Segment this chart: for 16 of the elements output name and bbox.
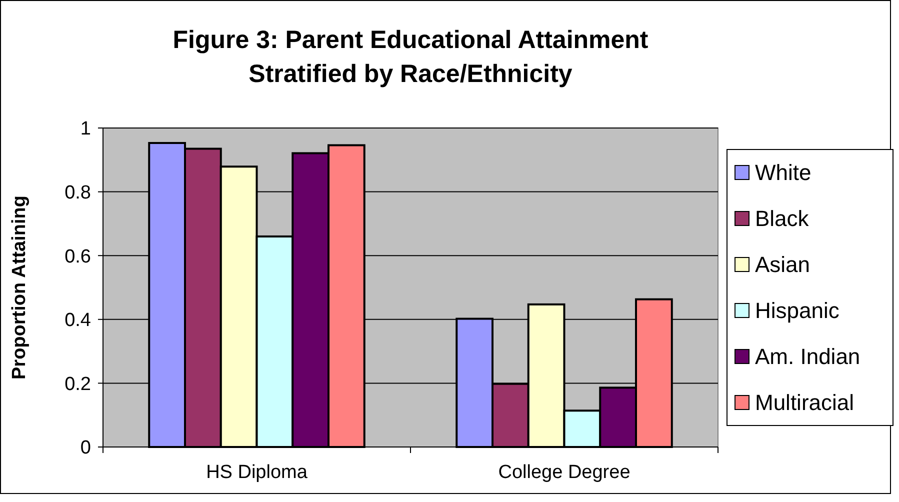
legend-label: White (755, 160, 812, 186)
legend-label: Multiracial (755, 390, 854, 416)
x-tick-label: College Degree (498, 462, 630, 483)
legend-label: Hispanic (755, 298, 840, 324)
y-axis-title: Proportion Attaining (9, 196, 30, 380)
legend-label: Am. Indian (755, 344, 860, 370)
y-tick-label: 0.2 (64, 374, 91, 395)
y-tick-label: 0.4 (64, 310, 92, 332)
legend-label: Black (755, 206, 810, 232)
y-tick-label: 1 (80, 118, 91, 140)
y-tick-label: 0.6 (64, 246, 91, 268)
x-tick-label: HS Diploma (206, 462, 308, 483)
chart-title: Figure 3: Parent Educational Attainment Stratified by Race/Ethnicity (172, 26, 649, 88)
y-tick-label: 0 (80, 438, 91, 459)
y-tick-label: 0.8 (64, 182, 91, 204)
legend-label: Asian (755, 252, 810, 278)
